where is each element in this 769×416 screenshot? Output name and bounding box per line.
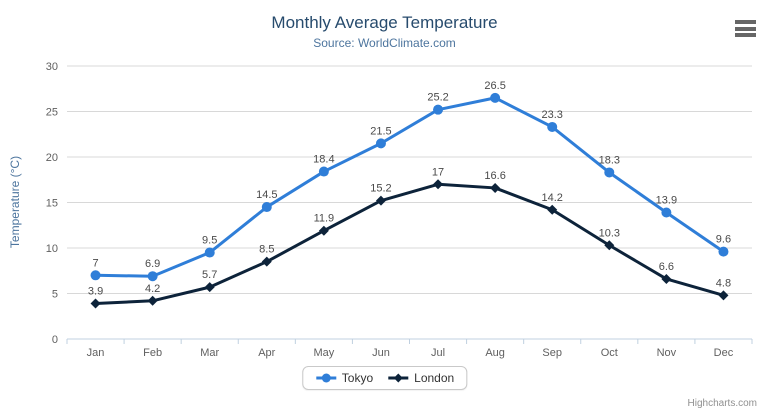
menu-bar bbox=[735, 26, 756, 31]
menu-bar bbox=[735, 33, 756, 37]
data-point-london[interactable] bbox=[604, 240, 615, 251]
series-line-tokyo bbox=[94, 96, 725, 278]
data-point-tokyo[interactable] bbox=[718, 246, 729, 257]
data-point-tokyo[interactable] bbox=[490, 92, 501, 103]
hamburger-menu-icon[interactable] bbox=[735, 20, 756, 37]
x-axis-label: Jun bbox=[372, 347, 390, 359]
x-axis-label: Jan bbox=[87, 347, 105, 359]
data-label: 3.9 bbox=[88, 286, 103, 298]
x-axis-label: Oct bbox=[601, 347, 618, 359]
data-label: 21.5 bbox=[370, 125, 391, 137]
data-point-london[interactable] bbox=[204, 282, 215, 293]
data-label: 4.8 bbox=[716, 277, 731, 289]
data-label: 9.5 bbox=[202, 235, 217, 247]
data-label: 6.6 bbox=[659, 261, 674, 273]
x-axis-label: Sep bbox=[542, 347, 562, 359]
data-point-london[interactable] bbox=[661, 273, 672, 284]
y-axis-label: 25 bbox=[46, 107, 58, 119]
legend: Tokyo London bbox=[301, 366, 468, 390]
y-axis-label: 20 bbox=[46, 152, 58, 164]
data-label: 10.3 bbox=[599, 227, 620, 239]
legend-label: Tokyo bbox=[341, 371, 374, 385]
data-point-tokyo[interactable] bbox=[604, 167, 615, 178]
x-axis-label: Mar bbox=[200, 347, 219, 359]
chart-title: Monthly Average Temperature bbox=[271, 13, 498, 32]
data-label: 4.2 bbox=[145, 283, 160, 295]
chart-subtitle: Source: WorldClimate.com bbox=[313, 36, 456, 50]
data-point-london[interactable] bbox=[718, 290, 729, 301]
x-axis-label: Nov bbox=[657, 347, 677, 359]
data-point-tokyo[interactable] bbox=[261, 202, 272, 213]
data-label: 23.3 bbox=[541, 109, 562, 121]
legend-marker-london bbox=[388, 373, 409, 383]
y-axis-label: 15 bbox=[46, 198, 58, 210]
data-label: 16.6 bbox=[484, 170, 505, 182]
data-point-london[interactable] bbox=[547, 204, 558, 215]
data-label: 18.4 bbox=[313, 154, 334, 166]
data-label: 26.5 bbox=[484, 80, 505, 92]
data-label: 6.9 bbox=[145, 258, 160, 270]
legend-marker-tokyo bbox=[315, 373, 336, 383]
x-axis-label: Aug bbox=[485, 347, 505, 359]
legend-label: London bbox=[414, 371, 455, 385]
data-label: 15.2 bbox=[370, 183, 391, 195]
data-point-london[interactable] bbox=[375, 195, 386, 206]
y-axis-label: 10 bbox=[46, 243, 58, 255]
y-axis-title: Temperature (°C) bbox=[8, 155, 22, 249]
data-label: 17 bbox=[432, 166, 444, 178]
data-point-london[interactable] bbox=[318, 225, 329, 236]
data-label: 18.3 bbox=[599, 154, 620, 166]
data-label: 13.9 bbox=[656, 195, 677, 207]
data-label: 11.9 bbox=[314, 213, 335, 225]
data-label: 9.6 bbox=[716, 234, 731, 246]
data-point-london[interactable] bbox=[261, 256, 272, 267]
y-axis-label: 5 bbox=[52, 289, 58, 301]
data-point-tokyo[interactable] bbox=[90, 270, 101, 281]
series-line-london bbox=[94, 182, 725, 306]
data-point-tokyo[interactable] bbox=[375, 138, 386, 149]
x-axis-label: Jul bbox=[431, 347, 445, 359]
data-point-tokyo[interactable] bbox=[547, 121, 558, 132]
data-label: 8.5 bbox=[259, 244, 274, 256]
data-point-tokyo[interactable] bbox=[318, 166, 329, 177]
legend-item-tokyo[interactable]: Tokyo bbox=[315, 371, 373, 385]
data-label: 14.5 bbox=[256, 189, 277, 201]
data-label: 14.2 bbox=[541, 192, 562, 204]
x-axis-label: Feb bbox=[143, 347, 162, 359]
legend-item-london[interactable]: London bbox=[387, 371, 454, 385]
credits-link[interactable]: Highcharts.com bbox=[687, 398, 757, 409]
x-axis-label: Apr bbox=[258, 347, 275, 359]
x-axis-label: May bbox=[313, 347, 334, 359]
data-point-tokyo[interactable] bbox=[204, 247, 215, 258]
y-axis-label: 30 bbox=[46, 61, 58, 73]
data-label: 25.2 bbox=[427, 92, 448, 104]
data-point-london[interactable] bbox=[433, 179, 444, 190]
data-label: 7 bbox=[92, 257, 98, 269]
data-label: 5.7 bbox=[202, 269, 217, 281]
data-point-london[interactable] bbox=[490, 182, 501, 193]
data-point-tokyo[interactable] bbox=[433, 104, 444, 115]
y-axis-label: 0 bbox=[52, 334, 58, 346]
data-point-tokyo[interactable] bbox=[661, 207, 672, 218]
data-point-london[interactable] bbox=[90, 298, 101, 309]
x-axis-label: Dec bbox=[714, 347, 734, 359]
data-point-tokyo[interactable] bbox=[147, 271, 158, 282]
menu-bar bbox=[735, 20, 756, 24]
data-point-london[interactable] bbox=[147, 295, 158, 306]
